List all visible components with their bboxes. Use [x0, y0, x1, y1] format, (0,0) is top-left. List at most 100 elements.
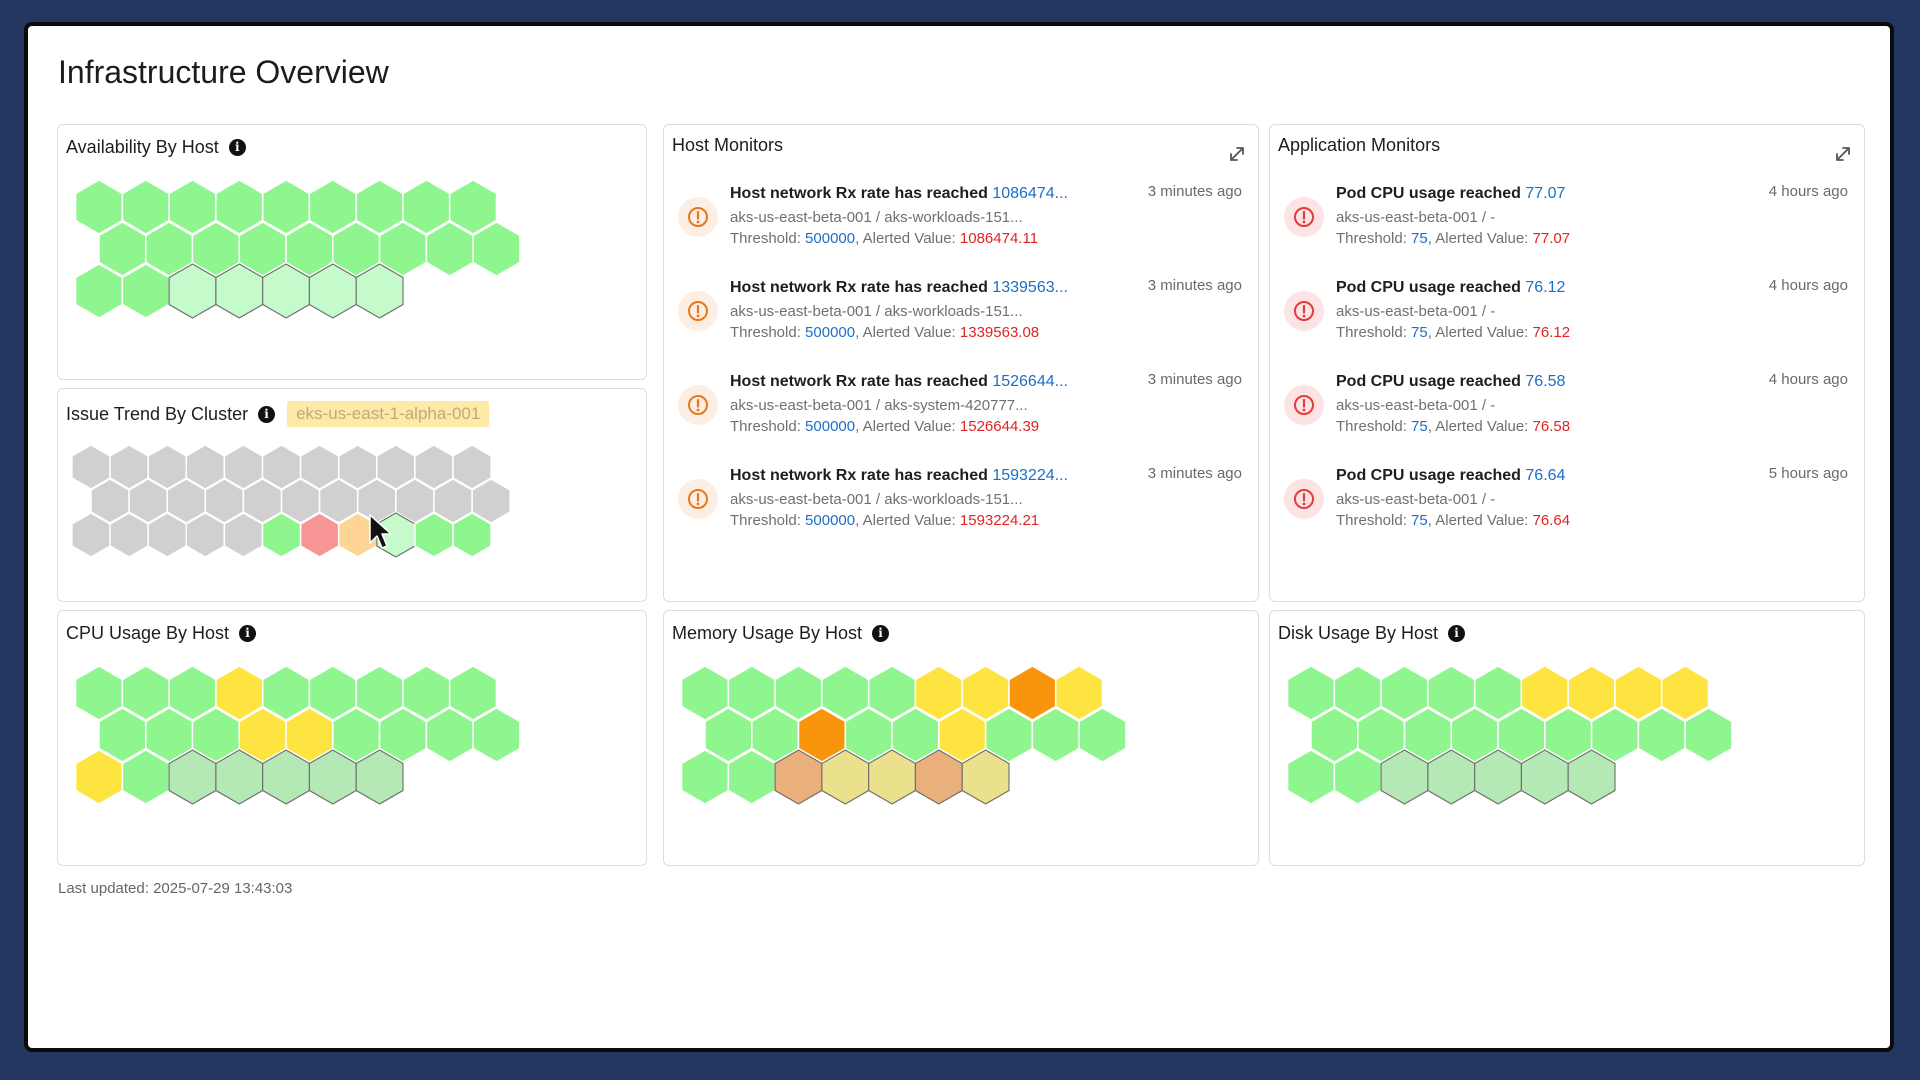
monitor-value: 76.12 — [1525, 279, 1566, 296]
threshold-label: Threshold: — [730, 324, 801, 341]
monitor-time: 3 minutes ago — [1147, 277, 1242, 294]
host-hexagon[interactable] — [1078, 707, 1127, 763]
monitor-threshold: Threshold: 500000, Alerted Value: 133956… — [730, 324, 1039, 341]
host-hexagon[interactable] — [355, 749, 404, 805]
memory-usage-title: Memory Usage By Host — [672, 623, 863, 643]
monitor-title-text: Host network Rx rate has reached — [730, 279, 988, 296]
monitor-title-text: Host network Rx rate has reached — [730, 373, 988, 390]
info-icon[interactable]: i — [239, 625, 257, 642]
alerted-value: 77.07 — [1532, 230, 1571, 247]
monitor-threshold: Threshold: 500000, Alerted Value: 108647… — [730, 230, 1038, 247]
alerted-label: , Alerted Value: — [855, 512, 956, 529]
availability-hex-map[interactable] — [58, 125, 644, 377]
monitor-time: 4 hours ago — [1768, 183, 1848, 200]
monitor-subtitle: aks-us-east-beta-001 / - — [1336, 491, 1496, 508]
threshold-label: Threshold: — [730, 418, 801, 435]
host-hexagon[interactable] — [448, 179, 498, 235]
host-hexagon[interactable] — [452, 444, 492, 490]
monitor-threshold: Threshold: 500000, Alerted Value: 159322… — [730, 512, 1039, 529]
host-hexagon[interactable] — [1684, 707, 1733, 763]
availability-title: Availability By Host — [66, 137, 219, 157]
info-icon[interactable]: i — [872, 625, 890, 642]
host-hexagon[interactable] — [472, 707, 521, 763]
panel-title: Application Monitors — [1278, 135, 1440, 156]
host-hexagon[interactable] — [448, 665, 498, 721]
monitor-item[interactable]: Host network Rx rate has reached 1526644… — [678, 371, 1242, 467]
monitor-threshold: Threshold: 75, Alerted Value: 76.12 — [1336, 324, 1570, 341]
host-hexagon[interactable] — [452, 512, 492, 558]
alert-circle-icon — [678, 291, 718, 331]
monitor-title-text: Pod CPU usage reached — [1336, 185, 1521, 202]
monitor-value: 76.64 — [1525, 467, 1566, 484]
monitor-time: 3 minutes ago — [1147, 183, 1242, 200]
monitor-item[interactable]: Pod CPU usage reached 76.58 aks-us-east-b… — [1284, 371, 1848, 467]
alerted-value: 1593224.21 — [959, 512, 1040, 529]
panel-title: Host Monitors — [672, 135, 783, 156]
info-icon[interactable]: i — [258, 405, 276, 423]
monitor-value: 1526644... — [992, 373, 1068, 390]
monitor-item[interactable]: Pod CPU usage reached 77.07 aks-us-east-b… — [1284, 183, 1848, 279]
host-hexagon[interactable] — [472, 221, 521, 277]
monitor-item[interactable]: Host network Rx rate has reached 1086474… — [678, 183, 1242, 279]
monitor-value: 76.58 — [1525, 373, 1566, 390]
host-hexagon[interactable] — [355, 263, 404, 319]
monitor-item[interactable]: Host network Rx rate has reached 1593224… — [678, 465, 1242, 561]
host-hexagon[interactable] — [961, 749, 1010, 805]
alert-circle-icon — [678, 385, 718, 425]
monitor-title: Pod CPU usage reached 76.12 — [1336, 279, 1565, 297]
threshold-value: 500000 — [805, 418, 856, 435]
disk-usage-panel: Disk Usage By Host i — [1269, 610, 1865, 866]
monitor-time: 4 hours ago — [1768, 371, 1848, 388]
app-monitors-title: Application Monitors — [1278, 135, 1441, 155]
threshold-value: 500000 — [805, 324, 856, 341]
host-hexagon[interactable] — [471, 478, 511, 524]
issue-trend-hex-map[interactable] — [58, 389, 644, 599]
threshold-label: Threshold: — [1336, 418, 1407, 435]
info-icon[interactable]: i — [228, 139, 246, 156]
monitor-item[interactable]: Pod CPU usage reached 76.64 aks-us-east-b… — [1284, 465, 1848, 561]
monitor-time: 4 hours ago — [1768, 277, 1848, 294]
host-hexagon[interactable] — [1660, 665, 1710, 721]
monitor-title-text: Pod CPU usage reached — [1336, 279, 1521, 296]
alerted-label: , Alerted Value: — [1427, 324, 1529, 341]
alerted-value: 1339563.08 — [959, 324, 1040, 341]
alerted-label: , Alerted Value: — [1427, 418, 1529, 435]
monitor-subtitle: aks-us-east-beta-001 / - — [1336, 397, 1496, 414]
panel-title: Memory Usage By Host i — [672, 623, 890, 644]
monitor-item[interactable]: Host network Rx rate has reached 1339563… — [678, 277, 1242, 373]
monitor-title: Host network Rx rate has reached 1086474… — [730, 185, 1068, 203]
host-hexagon[interactable] — [1567, 749, 1616, 805]
expand-icon[interactable] — [1834, 145, 1852, 163]
monitor-title: Pod CPU usage reached 77.07 — [1336, 185, 1565, 203]
host-monitors-panel: Host Monitors Host network Rx rate has r… — [663, 124, 1259, 602]
cluster-filter-tag[interactable]: eks-us-east-1-alpha-001 — [287, 401, 490, 427]
monitor-title-text: Host network Rx rate has reached — [730, 467, 988, 484]
last-updated: Last updated: 2025-07-29 13:43:03 — [58, 880, 293, 897]
cpu-hex-map[interactable] — [58, 611, 644, 863]
disk-hex-map[interactable] — [1270, 611, 1862, 863]
monitor-item[interactable]: Pod CPU usage reached 76.12 aks-us-east-b… — [1284, 277, 1848, 373]
monitor-title: Host network Rx rate has reached 1593224… — [730, 467, 1068, 485]
page-title: Infrastructure Overview — [58, 54, 389, 90]
alert-circle-icon — [678, 197, 718, 237]
memory-hex-map[interactable] — [664, 611, 1256, 863]
memory-usage-panel: Memory Usage By Host i — [663, 610, 1259, 866]
info-icon[interactable]: i — [1448, 625, 1466, 642]
alerted-value: 76.64 — [1532, 512, 1571, 529]
monitor-time: 3 minutes ago — [1147, 371, 1242, 388]
expand-icon[interactable] — [1228, 145, 1246, 163]
monitor-threshold: Threshold: 75, Alerted Value: 76.64 — [1336, 512, 1570, 529]
alert-circle-icon — [1284, 479, 1324, 519]
alert-circle-icon — [1284, 197, 1324, 237]
alerted-value: 76.12 — [1532, 324, 1571, 341]
alerted-label: , Alerted Value: — [855, 324, 956, 341]
alerted-label: , Alerted Value: — [855, 230, 956, 247]
alert-circle-icon — [1284, 291, 1324, 331]
host-hexagon[interactable] — [1054, 665, 1104, 721]
alerted-label: , Alerted Value: — [1427, 512, 1529, 529]
monitor-threshold: Threshold: 500000, Alerted Value: 152664… — [730, 418, 1039, 435]
threshold-label: Threshold: — [1336, 324, 1407, 341]
monitor-subtitle: aks-us-east-beta-001 / aks-system-420777… — [730, 397, 1028, 414]
monitor-subtitle: aks-us-east-beta-001 / - — [1336, 209, 1496, 226]
monitor-subtitle: aks-us-east-beta-001 / aks-workloads-151… — [730, 491, 1023, 508]
